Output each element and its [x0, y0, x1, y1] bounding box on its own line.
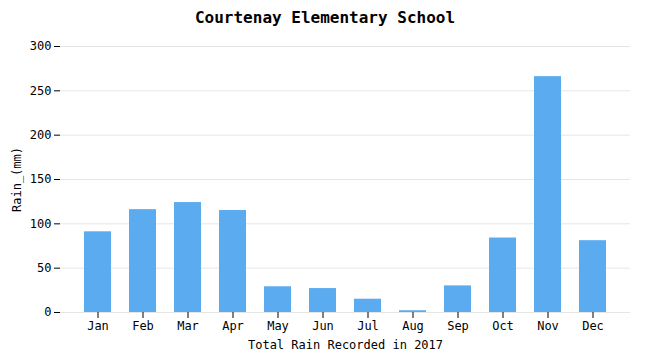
svg-text:Feb: Feb	[132, 319, 154, 333]
svg-text:200: 200	[30, 128, 52, 142]
svg-text:Oct: Oct	[492, 319, 514, 333]
svg-text:Jul: Jul	[357, 319, 379, 333]
svg-text:50: 50	[37, 261, 51, 275]
svg-text:Total Rain Recorded in 2017: Total Rain Recorded in 2017	[248, 338, 443, 352]
svg-text:150: 150	[30, 172, 52, 186]
svg-text:May: May	[267, 319, 289, 333]
svg-text:100: 100	[30, 217, 52, 231]
svg-text:Apr: Apr	[222, 319, 244, 333]
svg-text:Sep: Sep	[447, 319, 469, 333]
svg-text:300: 300	[30, 39, 52, 53]
svg-text:Jan: Jan	[87, 319, 109, 333]
svg-text:Aug: Aug	[402, 319, 424, 333]
svg-text:Dec: Dec	[582, 319, 604, 333]
svg-text:Jun: Jun	[312, 319, 334, 333]
svg-text:Nov: Nov	[537, 319, 559, 333]
svg-text:Mar: Mar	[177, 319, 199, 333]
svg-text:Rain_(mm): Rain_(mm)	[10, 147, 24, 212]
svg-text:0: 0	[44, 305, 51, 319]
html-text:Courtenay Elementary School: Courtenay Elementary School	[195, 8, 455, 27]
svg-text:250: 250	[30, 84, 52, 98]
